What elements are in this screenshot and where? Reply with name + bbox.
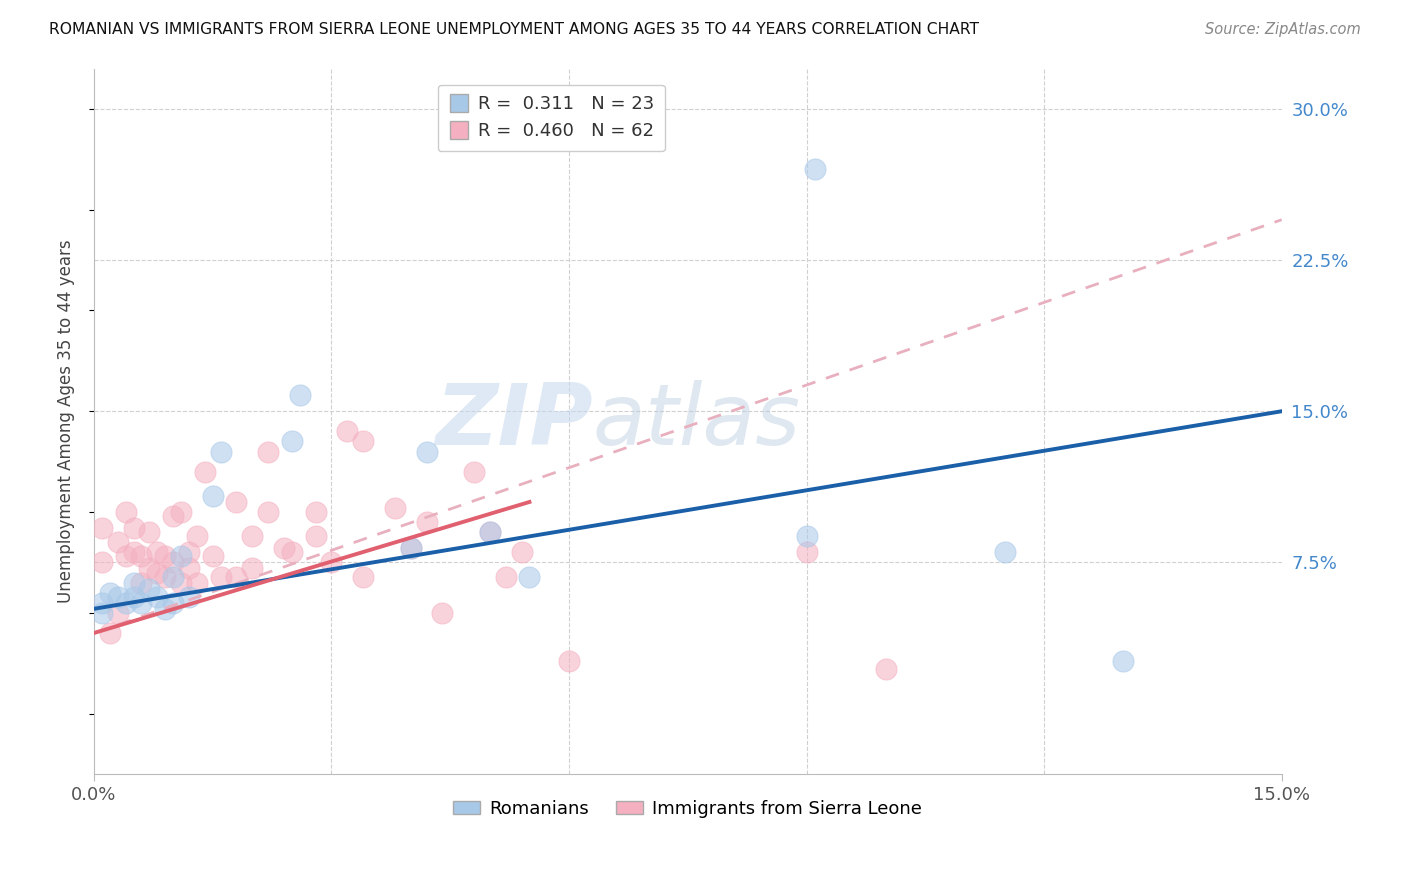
Point: [478, 525, 501, 540]
Point: [162, 509, 184, 524]
Point: [138, 561, 160, 575]
Point: [114, 596, 136, 610]
Point: [273, 541, 295, 556]
Point: [170, 575, 193, 590]
Text: atlas: atlas: [593, 380, 801, 463]
Point: [153, 602, 176, 616]
Point: [558, 654, 581, 668]
Point: [98, 585, 121, 599]
Point: [90, 556, 112, 570]
Point: [107, 590, 129, 604]
Point: [288, 388, 311, 402]
Point: [209, 444, 232, 458]
Point: [305, 505, 328, 519]
Point: [281, 434, 304, 449]
Point: [336, 425, 359, 439]
Point: [321, 556, 343, 570]
Point: [384, 501, 406, 516]
Point: [352, 569, 374, 583]
Point: [122, 590, 145, 604]
Point: [399, 541, 422, 556]
Point: [90, 606, 112, 620]
Point: [240, 529, 263, 543]
Point: [177, 590, 200, 604]
Point: [495, 569, 517, 583]
Point: [146, 566, 169, 580]
Point: [131, 575, 153, 590]
Point: [257, 505, 280, 519]
Point: [162, 569, 184, 583]
Point: [114, 505, 136, 519]
Point: [463, 465, 485, 479]
Point: [162, 556, 184, 570]
Point: [122, 575, 145, 590]
Point: [90, 521, 112, 535]
Point: [131, 549, 153, 564]
Point: [240, 561, 263, 575]
Point: [162, 596, 184, 610]
Point: [796, 545, 818, 559]
Point: [352, 434, 374, 449]
Point: [1112, 654, 1135, 668]
Point: [415, 515, 437, 529]
Point: [478, 525, 501, 540]
Point: [257, 444, 280, 458]
Point: [146, 545, 169, 559]
Point: [225, 569, 247, 583]
Point: [170, 505, 193, 519]
Text: Source: ZipAtlas.com: Source: ZipAtlas.com: [1205, 22, 1361, 37]
Text: ROMANIAN VS IMMIGRANTS FROM SIERRA LEONE UNEMPLOYMENT AMONG AGES 35 TO 44 YEARS : ROMANIAN VS IMMIGRANTS FROM SIERRA LEONE…: [49, 22, 979, 37]
Point: [138, 582, 160, 596]
Point: [90, 596, 112, 610]
Point: [432, 606, 454, 620]
Point: [519, 569, 541, 583]
Point: [122, 545, 145, 559]
Point: [146, 590, 169, 604]
Point: [177, 561, 200, 575]
Legend: Romanians, Immigrants from Sierra Leone: Romanians, Immigrants from Sierra Leone: [446, 793, 929, 825]
Point: [399, 541, 422, 556]
Point: [131, 596, 153, 610]
Point: [122, 521, 145, 535]
Point: [803, 162, 825, 177]
Point: [194, 465, 217, 479]
Point: [186, 575, 208, 590]
Point: [153, 569, 176, 583]
Point: [153, 549, 176, 564]
Point: [993, 545, 1015, 559]
Point: [510, 545, 533, 559]
Point: [201, 549, 224, 564]
Point: [107, 606, 129, 620]
Point: [225, 495, 247, 509]
Point: [281, 545, 304, 559]
Y-axis label: Unemployment Among Ages 35 to 44 years: Unemployment Among Ages 35 to 44 years: [58, 240, 75, 603]
Point: [796, 529, 818, 543]
Point: [114, 549, 136, 564]
Point: [209, 569, 232, 583]
Point: [305, 529, 328, 543]
Point: [177, 545, 200, 559]
Point: [201, 489, 224, 503]
Point: [138, 525, 160, 540]
Point: [170, 549, 193, 564]
Point: [107, 535, 129, 549]
Point: [875, 662, 897, 676]
Text: ZIP: ZIP: [436, 380, 593, 463]
Point: [415, 444, 437, 458]
Point: [186, 529, 208, 543]
Point: [98, 626, 121, 640]
